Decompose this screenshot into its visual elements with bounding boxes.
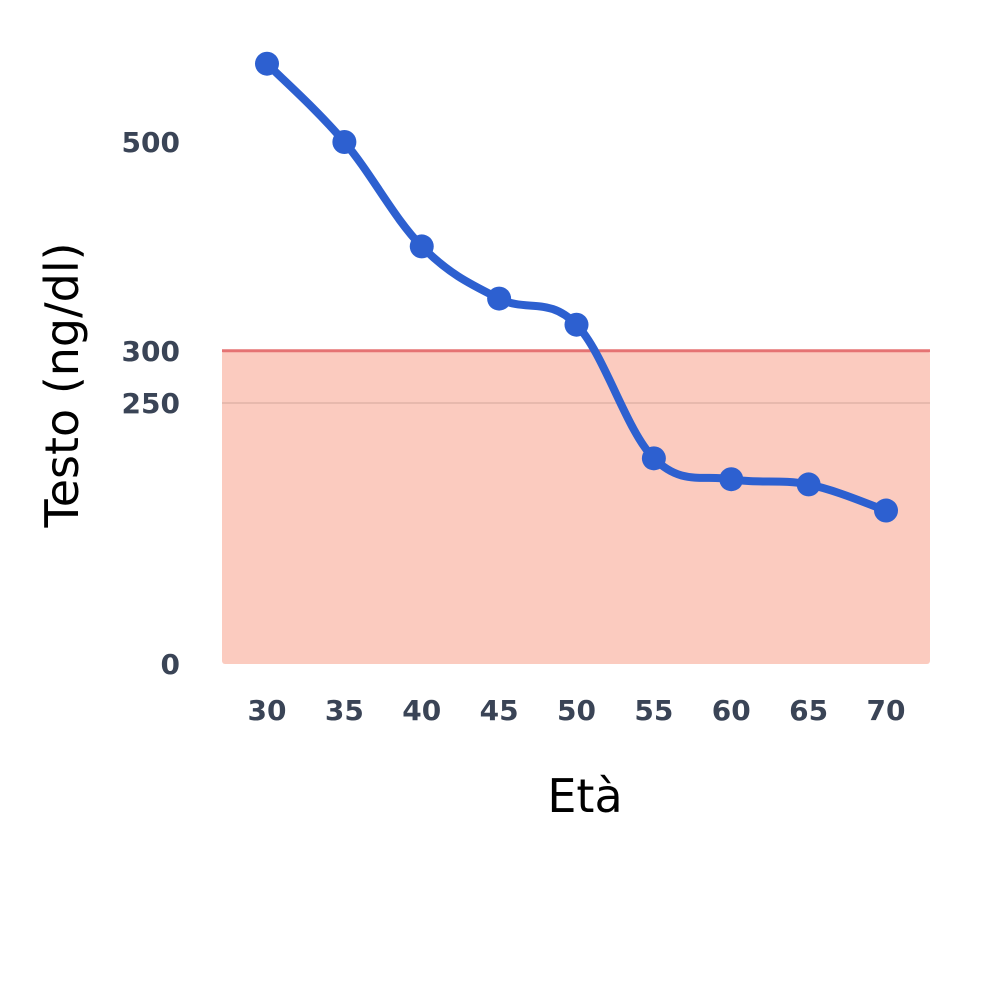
data-point-35	[332, 130, 357, 154]
data-point-40	[409, 234, 434, 259]
y-tick-labels: 0 250 300 500	[122, 126, 180, 681]
data-points-layer	[255, 51, 898, 523]
data-point-70	[874, 498, 898, 523]
shaded-region-layer	[222, 350, 930, 664]
data-point-65	[796, 472, 821, 497]
data-point-55	[641, 446, 666, 471]
x-axis-title: Età	[547, 769, 622, 823]
y-tick-label-0: 0	[161, 648, 180, 681]
x-tick-label-70: 70	[867, 694, 906, 727]
x-tick-label-50: 50	[557, 694, 596, 727]
data-point-50	[564, 312, 589, 337]
y-tick-label-250: 250	[122, 387, 180, 420]
data-point-60	[719, 467, 744, 492]
x-tick-label-40: 40	[402, 694, 441, 727]
x-tick-label-30: 30	[248, 694, 287, 727]
x-tick-label-45: 45	[480, 694, 519, 727]
x-tick-label-55: 55	[634, 694, 673, 727]
x-tick-label-65: 65	[789, 694, 828, 727]
x-tick-labels: 30 35 40 45 50 55 60 65 70	[248, 694, 906, 727]
y-tick-label-500: 500	[122, 126, 180, 159]
x-tick-label-35: 35	[325, 694, 364, 727]
data-point-30	[255, 51, 279, 76]
x-tick-label-60: 60	[712, 694, 751, 727]
y-axis-title: Testo (ng/dl)	[35, 242, 89, 528]
shaded-region	[222, 350, 930, 664]
y-tick-label-300: 300	[122, 335, 180, 368]
data-point-45	[487, 286, 512, 311]
